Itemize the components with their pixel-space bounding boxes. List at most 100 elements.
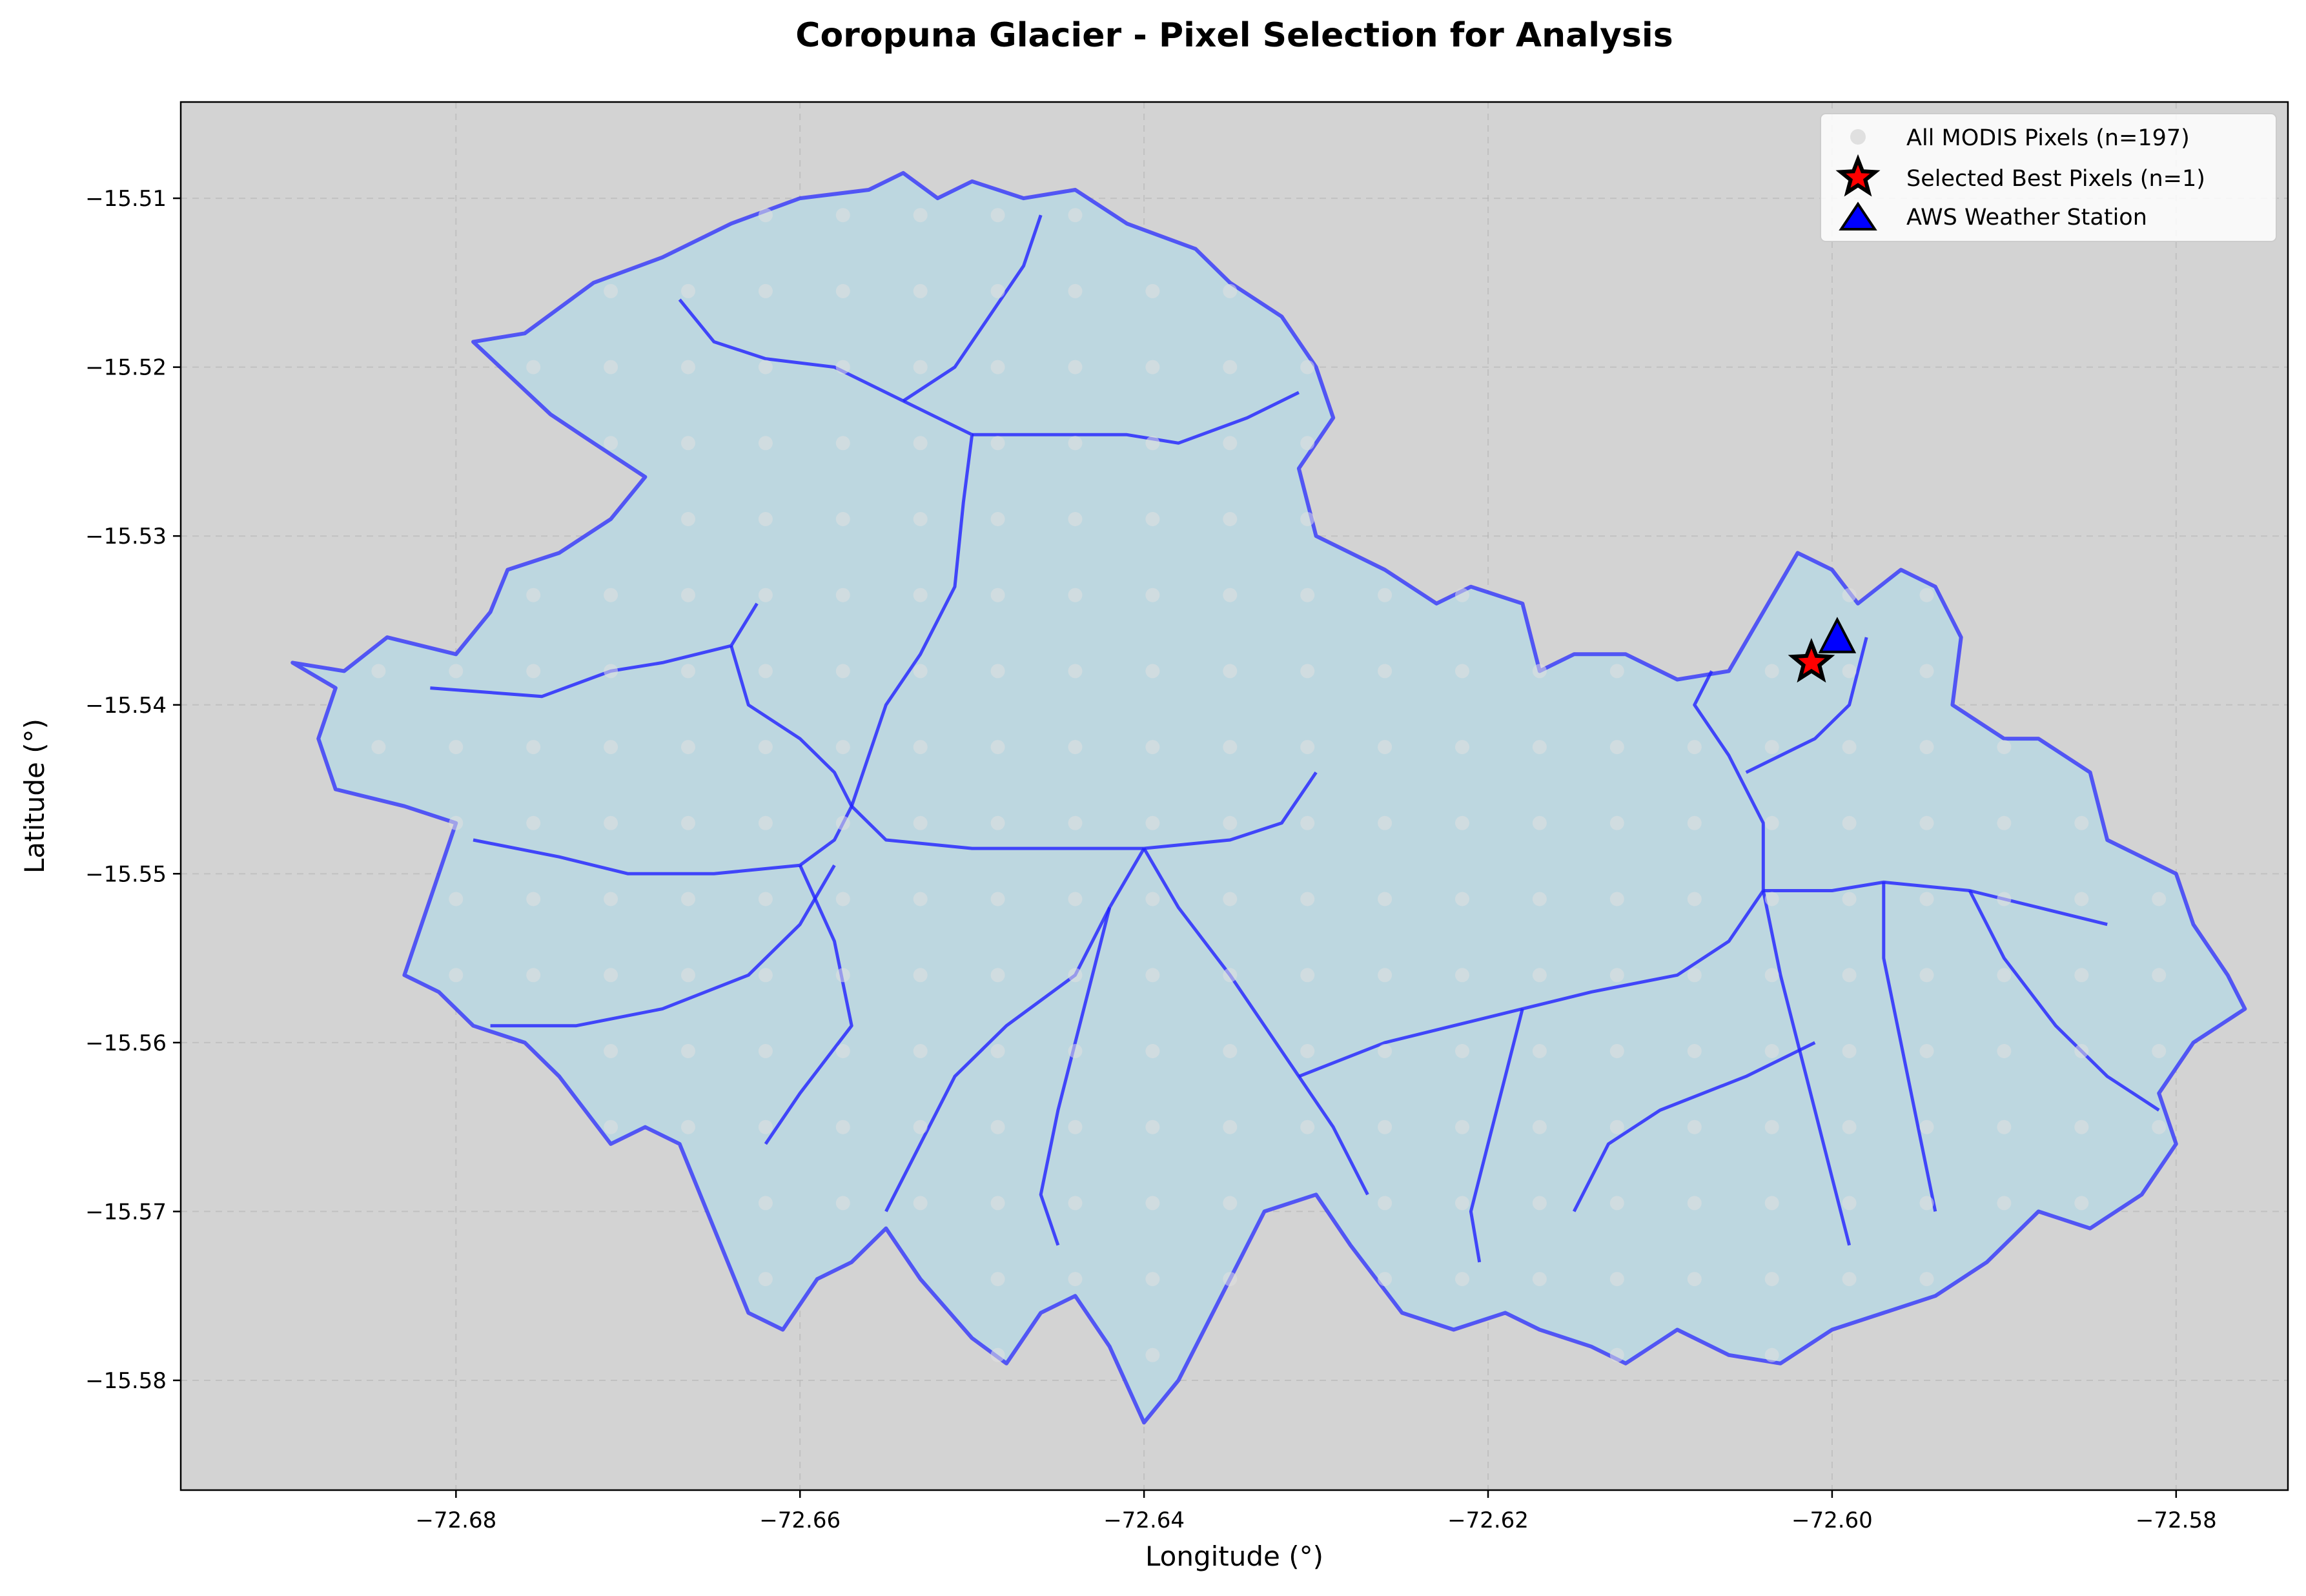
modis-pixel bbox=[449, 664, 464, 679]
modis-pixel bbox=[681, 1044, 695, 1058]
modis-pixel bbox=[1223, 892, 1238, 906]
modis-pixel bbox=[990, 740, 1005, 755]
modis-pixel bbox=[1068, 892, 1083, 906]
modis-pixel bbox=[1223, 664, 1238, 679]
modis-pixel bbox=[1378, 1196, 1393, 1211]
modis-pixel bbox=[449, 815, 464, 830]
modis-pixel bbox=[604, 892, 618, 906]
modis-pixel bbox=[913, 740, 928, 755]
modis-pixel bbox=[990, 1272, 1005, 1287]
modis-pixel bbox=[1145, 1347, 1160, 1362]
modis-pixel bbox=[1145, 815, 1160, 830]
glacier-basin-boundary bbox=[1572, 1041, 1816, 1212]
glacier-basin-boundary bbox=[1469, 1008, 1524, 1263]
modis-pixel bbox=[1068, 360, 1083, 374]
aws-station-triangle bbox=[1818, 617, 1857, 653]
modis-pixel bbox=[1145, 664, 1160, 679]
modis-pixel bbox=[1455, 1120, 1469, 1134]
modis-pixel bbox=[1919, 1044, 1934, 1058]
modis-pixel bbox=[1842, 892, 1857, 906]
modis-pixel bbox=[2074, 815, 2089, 830]
y-tick-label: −15.51 bbox=[85, 186, 167, 212]
modis-pixel bbox=[1455, 1272, 1469, 1287]
modis-pixel bbox=[758, 1196, 773, 1211]
modis-pixel bbox=[1145, 283, 1160, 298]
modis-pixel bbox=[1764, 740, 1779, 755]
modis-pixel bbox=[371, 664, 386, 679]
modis-pixel bbox=[1609, 892, 1624, 906]
modis-pixel bbox=[1068, 283, 1083, 298]
modis-pixel bbox=[1687, 1272, 1702, 1287]
modis-pixel bbox=[526, 968, 541, 983]
modis-pixel bbox=[1455, 588, 1469, 602]
modis-pixel bbox=[1609, 1044, 1624, 1058]
modis-pixel bbox=[604, 436, 618, 451]
modis-pixel bbox=[681, 436, 695, 451]
modis-pixel bbox=[1687, 1120, 1702, 1134]
modis-pixel bbox=[1919, 1272, 1934, 1287]
modis-pixel bbox=[1609, 1120, 1624, 1134]
modis-pixel bbox=[1764, 892, 1779, 906]
modis-pixel bbox=[1455, 1196, 1469, 1211]
modis-pixel bbox=[1455, 892, 1469, 906]
legend-label-aws: AWS Weather Station bbox=[1906, 205, 2147, 230]
modis-pixel bbox=[1300, 360, 1315, 374]
modis-pixel bbox=[1300, 436, 1315, 451]
modis-pixel bbox=[1300, 815, 1315, 830]
legend-marker-aws bbox=[1839, 201, 1877, 230]
modis-pixel bbox=[990, 208, 1005, 223]
chart-title: Coropuna Glacier - Pixel Selection for A… bbox=[795, 16, 1673, 55]
modis-pixel bbox=[1378, 1272, 1393, 1287]
modis-pixel bbox=[681, 968, 695, 983]
modis-pixel bbox=[1223, 360, 1238, 374]
modis-pixel bbox=[990, 815, 1005, 830]
modis-pixel bbox=[1764, 1120, 1779, 1134]
modis-pixel bbox=[913, 1044, 928, 1058]
markers bbox=[1788, 617, 1857, 683]
modis-pixel bbox=[835, 892, 850, 906]
modis-pixel bbox=[1997, 1120, 2012, 1134]
modis-pixel bbox=[758, 283, 773, 298]
modis-pixel bbox=[449, 740, 464, 755]
modis-pixel bbox=[835, 1196, 850, 1211]
modis-pixel bbox=[1919, 892, 1934, 906]
modis-pixel bbox=[604, 1120, 618, 1134]
glacier-basin-boundary bbox=[1763, 880, 2108, 926]
modis-pixel bbox=[1919, 1196, 1934, 1211]
modis-pixel bbox=[1223, 436, 1238, 451]
modis-pixel bbox=[835, 1120, 850, 1134]
best-pixel-star bbox=[1788, 638, 1835, 683]
modis-pixel bbox=[1223, 740, 1238, 755]
modis-pixel bbox=[1842, 588, 1857, 602]
modis-pixel bbox=[681, 360, 695, 374]
modis-pixel bbox=[990, 436, 1005, 451]
modis-pixel bbox=[604, 740, 618, 755]
glacier-basin-boundary bbox=[1968, 890, 2160, 1112]
modis-pixel bbox=[990, 968, 1005, 983]
modis-pixel bbox=[1223, 1272, 1238, 1287]
modis-pixel bbox=[1068, 1272, 1083, 1287]
x-tick-label: −72.58 bbox=[2136, 1508, 2217, 1533]
modis-pixel bbox=[1842, 815, 1857, 830]
modis-pixel bbox=[1145, 892, 1160, 906]
modis-pixel bbox=[758, 740, 773, 755]
modis-pixel bbox=[1609, 664, 1624, 679]
glacier-basin-boundary bbox=[490, 864, 836, 1028]
x-axis-ticks: −72.68 −72.66 −72.64 −72.62 −72.60 −72.58 bbox=[415, 1490, 2217, 1533]
legend-marker-modis bbox=[1850, 129, 1866, 145]
modis-pixel bbox=[526, 815, 541, 830]
modis-pixel bbox=[1378, 1044, 1393, 1058]
glacier-basin-boundary bbox=[764, 865, 853, 1145]
modis-pixel bbox=[1223, 815, 1238, 830]
modis-pixel bbox=[835, 664, 850, 679]
modis-pixel bbox=[835, 588, 850, 602]
modis-pixel bbox=[1997, 740, 2012, 755]
modis-pixel bbox=[1223, 968, 1238, 983]
modis-pixel bbox=[1223, 1196, 1238, 1211]
modis-pixel bbox=[1223, 512, 1238, 526]
modis-pixel bbox=[1378, 892, 1393, 906]
modis-pixel bbox=[1609, 815, 1624, 830]
glacier-basin-boundary bbox=[1745, 637, 1868, 774]
modis-pixel bbox=[913, 512, 928, 526]
modis-pixel bbox=[1764, 1044, 1779, 1058]
